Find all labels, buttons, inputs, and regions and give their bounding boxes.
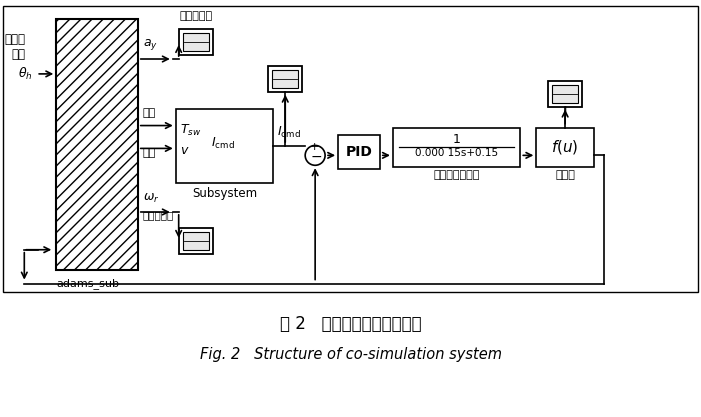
Text: $I_{\rm cmd}$: $I_{\rm cmd}$ (278, 125, 301, 140)
Text: adams_sub: adams_sub (56, 278, 119, 289)
Text: $\theta_h$: $\theta_h$ (18, 66, 33, 82)
Text: 电动机传递函数: 电动机传递函数 (433, 170, 479, 180)
Bar (176, 109, 273, 183)
Text: 转向盘: 转向盘 (4, 33, 25, 45)
Text: 1: 1 (453, 133, 461, 146)
Text: 0.000 15s+0.15: 0.000 15s+0.15 (415, 148, 498, 158)
Text: 图 2   联合仿真系统结构框图: 图 2 联合仿真系统结构框图 (280, 315, 421, 333)
Bar (338, 136, 380, 169)
Text: −: − (311, 149, 322, 163)
Text: $f(u)$: $f(u)$ (552, 138, 579, 156)
Text: 控制力: 控制力 (555, 170, 575, 180)
Bar (393, 128, 520, 167)
Bar (552, 85, 578, 103)
Text: PID: PID (346, 146, 372, 159)
Text: Fig. 2   Structure of co-simulation system: Fig. 2 Structure of co-simulation system (200, 347, 501, 362)
Text: 车速: 车速 (143, 148, 156, 158)
Text: Subsystem: Subsystem (192, 187, 257, 200)
Bar (183, 232, 209, 250)
Text: 黄摆角速度: 黄摆角速度 (143, 210, 174, 220)
Text: $v$: $v$ (179, 144, 189, 157)
Bar (183, 33, 209, 51)
Bar (536, 128, 594, 167)
Text: |: | (564, 106, 567, 116)
Bar (4, 6, 697, 292)
Text: $a_y$: $a_y$ (143, 37, 158, 52)
Text: 转矩: 转矩 (143, 108, 156, 118)
Text: $I_{\rm cmd}$: $I_{\rm cmd}$ (210, 136, 234, 151)
Bar (268, 66, 302, 92)
Text: $\omega_r$: $\omega_r$ (143, 192, 159, 205)
Bar (179, 29, 212, 55)
Bar (272, 70, 298, 88)
Text: +: + (309, 142, 319, 152)
Text: 转角: 转角 (11, 48, 25, 60)
Text: 侧向加速度: 侧向加速度 (179, 11, 212, 21)
Text: $T_{sw}$: $T_{sw}$ (179, 123, 201, 138)
Bar (548, 81, 582, 107)
Bar (56, 19, 138, 269)
Bar (179, 228, 212, 254)
